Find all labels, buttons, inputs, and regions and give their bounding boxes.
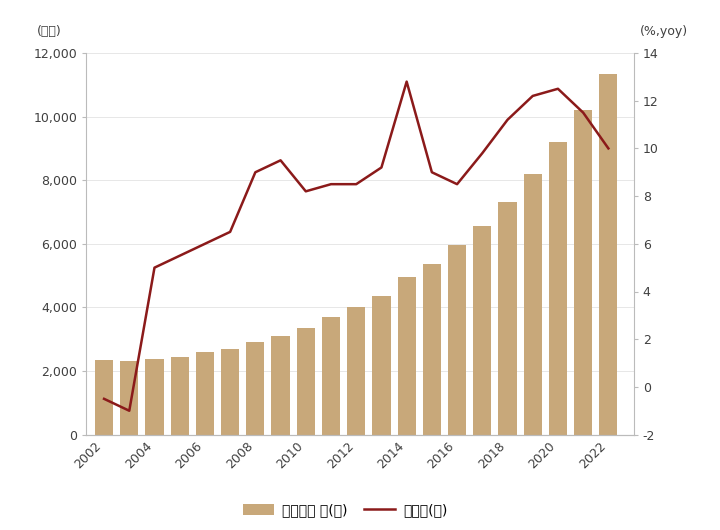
- Text: (만개): (만개): [37, 25, 62, 38]
- Bar: [145, 359, 163, 435]
- Bar: [498, 202, 516, 435]
- Bar: [372, 296, 390, 435]
- Text: (%,yoy): (%,yoy): [640, 25, 688, 38]
- Bar: [448, 245, 466, 435]
- Bar: [599, 74, 618, 435]
- Legend: 자영업자 수(좌), 증가율(우): 자영업자 수(좌), 증가율(우): [238, 498, 454, 523]
- Bar: [549, 142, 567, 435]
- Bar: [523, 174, 542, 435]
- Bar: [574, 110, 593, 435]
- Bar: [423, 264, 441, 435]
- Bar: [271, 336, 289, 435]
- Bar: [347, 307, 365, 435]
- Bar: [120, 361, 138, 435]
- Bar: [196, 352, 214, 435]
- Bar: [322, 317, 340, 435]
- Bar: [297, 328, 315, 435]
- Bar: [221, 349, 239, 435]
- Bar: [397, 277, 415, 435]
- Bar: [246, 342, 264, 435]
- Bar: [95, 360, 113, 435]
- Bar: [473, 226, 491, 435]
- Bar: [171, 357, 189, 435]
